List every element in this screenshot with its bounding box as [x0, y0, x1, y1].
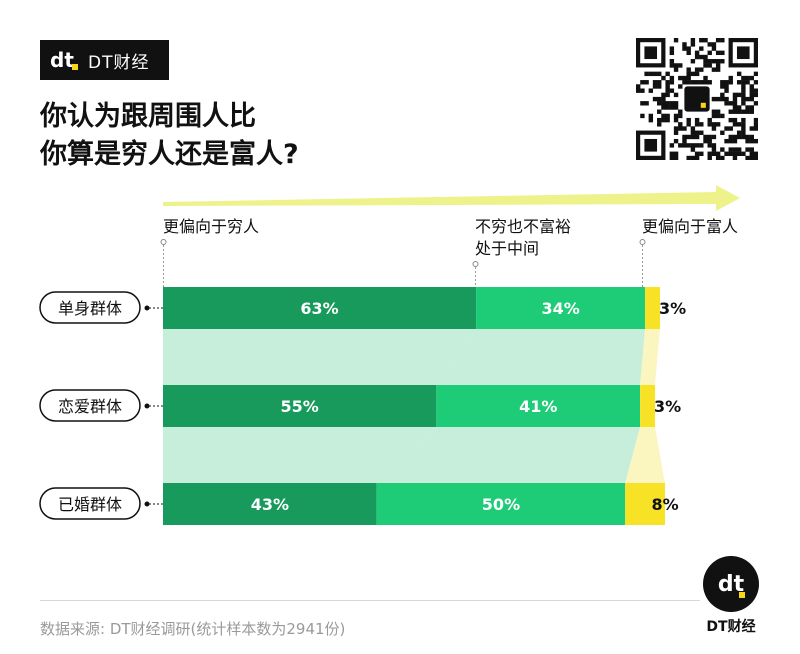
data-label: 43% — [251, 495, 289, 514]
svg-text:单身群体: 单身群体 — [58, 299, 122, 318]
svg-text:已婚群体: 已婚群体 — [58, 495, 122, 514]
connector-band — [640, 329, 660, 385]
connector-band — [436, 329, 646, 385]
data-label: 8% — [652, 495, 679, 514]
bar-segment — [376, 483, 626, 525]
axis-label-left: 更偏向于穷人 — [163, 217, 259, 236]
qr-code-icon[interactable] — [636, 38, 758, 160]
data-label: 3% — [659, 299, 686, 318]
data-source: 数据来源: DT财经调研(统计样本数为2941份) — [40, 620, 346, 638]
title-line-1: 你认为跟周围人比 — [40, 101, 256, 132]
footer-divider — [40, 600, 700, 601]
bar-segment — [625, 483, 665, 525]
stacked-bar-chart: 更偏向于穷人 不穷也不富裕处于中间 更偏向于富人 63% 34% 3% 单身群体 55% 41%… — [39, 185, 740, 525]
bar-segment — [476, 287, 646, 329]
data-label: 63% — [300, 299, 338, 318]
axis-arrow — [163, 185, 740, 211]
bar-segment — [436, 385, 641, 427]
data-label: 55% — [281, 397, 319, 416]
brand-name: DT财经 — [88, 52, 150, 73]
brand-badge-name: DT财经 — [706, 619, 756, 635]
bar-segment — [163, 385, 437, 427]
category-label: 单身群体 — [39, 291, 163, 324]
data-label: 50% — [482, 495, 520, 514]
axis-label-right: 更偏向于富人 — [642, 217, 738, 236]
data-label: 34% — [541, 299, 579, 318]
bar-segment — [640, 385, 656, 427]
category-label: 恋爱群体 — [39, 389, 163, 422]
brand-logo: dt DT财经 — [40, 40, 169, 80]
bar-segment — [163, 287, 477, 329]
category-label: 已婚群体 — [39, 487, 163, 520]
data-label: 41% — [519, 397, 557, 416]
axis-label-middle: 不穷也不富裕处于中间 — [475, 217, 571, 258]
brand-badge-icon: dt — [703, 556, 759, 612]
svg-text:恋爱群体: 恋爱群体 — [58, 397, 122, 416]
bar-segment — [163, 483, 377, 525]
bar-segment — [645, 287, 660, 329]
connector-band — [625, 427, 665, 483]
connector-band — [163, 427, 437, 483]
dt-logo-icon: dt — [50, 49, 78, 71]
title-line-2: 你算是穷人还是富人? — [40, 139, 299, 170]
data-label: 3% — [654, 397, 681, 416]
connector-band — [376, 427, 641, 483]
connector-band — [163, 329, 477, 385]
chart-title: 你认为跟周围人比 你算是穷人还是富人? — [40, 98, 299, 174]
